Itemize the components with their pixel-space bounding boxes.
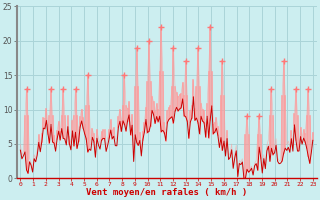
X-axis label: Vent moyen/en rafales ( km/h ): Vent moyen/en rafales ( km/h )	[86, 188, 247, 197]
